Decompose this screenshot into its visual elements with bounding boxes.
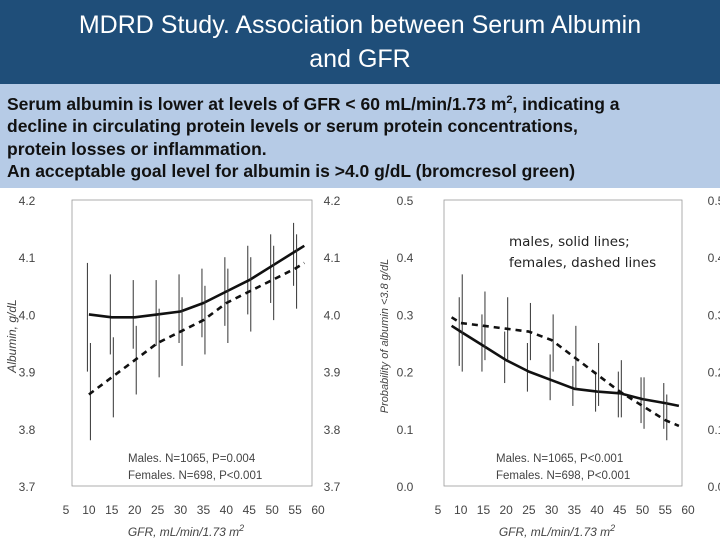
- x-tick-label: 60: [681, 503, 695, 517]
- males-curve: [88, 244, 305, 319]
- caption-line-2: decline in circulating protein levels or…: [7, 116, 578, 137]
- x-axis-label: GFR, mL/min/1.73 m2: [499, 523, 615, 539]
- plot-frame: [443, 199, 683, 487]
- x-axis-label-sup: 2: [609, 523, 615, 533]
- caption-text: Serum albumin is lower at levels of GFR …: [7, 89, 717, 183]
- x-tick-label: 45: [613, 503, 627, 517]
- x-tick-label: 40: [220, 503, 234, 517]
- x-axis-label-sup: 2: [238, 523, 244, 533]
- x-axis-label: GFR, mL/min/1.73 m2: [128, 523, 244, 539]
- x-tick-label: 20: [500, 503, 514, 517]
- y-tick-label-left: 3.9: [19, 366, 36, 380]
- y-tick-label-left: 0.1: [397, 423, 414, 437]
- y-tick-label-right: 0.1: [708, 423, 720, 437]
- y-tick-label-left: 3.7: [19, 480, 36, 494]
- x-tick-label: 50: [636, 503, 650, 517]
- x-tick-label: 30: [174, 503, 188, 517]
- caption-line-1-post: , indicating a: [512, 93, 620, 114]
- y-tick-label-right: 4.2: [324, 194, 341, 208]
- caption-line-1-sup: 2: [506, 94, 513, 106]
- x-tick-label: 20: [128, 503, 142, 517]
- y-tick-label-right: 3.8: [324, 423, 341, 437]
- x-tick-label: 5: [435, 503, 442, 517]
- plot-annotation: Females. N=698, P<0.001: [128, 470, 262, 482]
- y-axis-label: Albumin, g/dL: [5, 299, 19, 373]
- caption-line-4: An acceptable goal level for albumin is …: [7, 161, 576, 182]
- y-axis-label: Probability of albumin <3.8 g/dL: [379, 259, 391, 413]
- x-tick-label: 5: [63, 503, 70, 517]
- x-tick-label: 25: [522, 503, 536, 517]
- x-tick-label: 25: [151, 503, 165, 517]
- plot-annotation: Males. N=1065, P=0.004: [128, 453, 256, 465]
- y-tick-label-left: 0.0: [397, 480, 414, 494]
- y-tick-label-left: 0.5: [397, 194, 414, 208]
- caption-line-1-pre: Serum albumin is lower at levels of GFR …: [7, 93, 507, 114]
- y-tick-label-right: 0.4: [708, 251, 720, 265]
- title-bar: [0, 0, 720, 84]
- x-tick-label: 10: [454, 503, 468, 517]
- series-style-note-line-2: females, dashed lines: [509, 255, 657, 271]
- caption-line-1: Serum albumin is lower at levels of GFR …: [7, 89, 717, 115]
- females-curve: [88, 261, 305, 396]
- x-tick-label: 50: [266, 503, 280, 517]
- x-tick-label: 60: [311, 503, 325, 517]
- x-tick-label: 55: [288, 503, 302, 517]
- y-tick-label-right: 0.2: [708, 366, 720, 380]
- y-tick-label-left: 4.0: [19, 308, 36, 322]
- x-tick-label: 15: [477, 503, 491, 517]
- series-style-note: males, solid lines; females, dashed line…: [509, 232, 689, 274]
- males-curve: [450, 324, 680, 408]
- albumin-chart: 4.2 4.2 4.1 4.1 4.0 4.0 3.9 3.9 3.8 3.8 3.7 3.7 5 10 1…: [5, 194, 341, 539]
- y-tick-label-left: 0.3: [397, 308, 414, 322]
- y-tick-label-right: 3.7: [324, 480, 341, 494]
- x-tick-label: 10: [82, 503, 96, 517]
- x-tick-label: 45: [243, 503, 257, 517]
- x-tick-label: 30: [545, 503, 559, 517]
- plot-annotation: Females. N=698, P<0.001: [496, 470, 630, 482]
- females-curve: [450, 316, 680, 428]
- y-tick-label-right: 0.5: [708, 194, 720, 208]
- x-tick-label: 35: [197, 503, 211, 517]
- plot-frame: [71, 199, 313, 487]
- x-tick-label: 55: [659, 503, 673, 517]
- plot-annotation: Males. N=1065, P<0.001: [496, 453, 623, 465]
- y-tick-label-left: 0.2: [397, 366, 414, 380]
- y-tick-label-left: 3.8: [19, 423, 36, 437]
- x-tick-label: 40: [590, 503, 604, 517]
- y-tick-label-right: 4.0: [324, 308, 341, 322]
- x-tick-label: 35: [568, 503, 582, 517]
- y-tick-label-right: 0.0: [708, 480, 720, 494]
- caption-box: [0, 84, 720, 188]
- x-tick-label: 15: [105, 503, 119, 517]
- y-tick-label-right: 3.9: [324, 366, 341, 380]
- y-tick-label-left: 0.4: [397, 251, 414, 265]
- y-tick-label-left: 4.2: [19, 194, 36, 208]
- y-tick-label-left: 4.1: [19, 251, 36, 265]
- probability-chart: 0.5 0.5 0.4 0.4 0.3 0.3 0.2 0.2 0.1 0.1 0.0 0.0 5 10 1…: [379, 194, 720, 539]
- slide-title-line-2: and GFR: [309, 45, 411, 73]
- slide-title-line-1: MDRD Study. Association between Serum Al…: [78, 11, 642, 39]
- slide-title: MDRD Study. Association between Serum Al…: [10, 8, 710, 76]
- series-style-note-line-1: males, solid lines;: [509, 234, 630, 250]
- y-tick-label-right: 4.1: [324, 251, 341, 265]
- caption-line-3: protein losses or inflammation.: [7, 138, 267, 159]
- figure: 4.2 4.2 4.1 4.1 4.0 4.0 3.9 3.9 3.8 3.8 3.7 3.7 5 10 1…: [5, 194, 720, 539]
- y-tick-label-right: 0.3: [708, 308, 720, 322]
